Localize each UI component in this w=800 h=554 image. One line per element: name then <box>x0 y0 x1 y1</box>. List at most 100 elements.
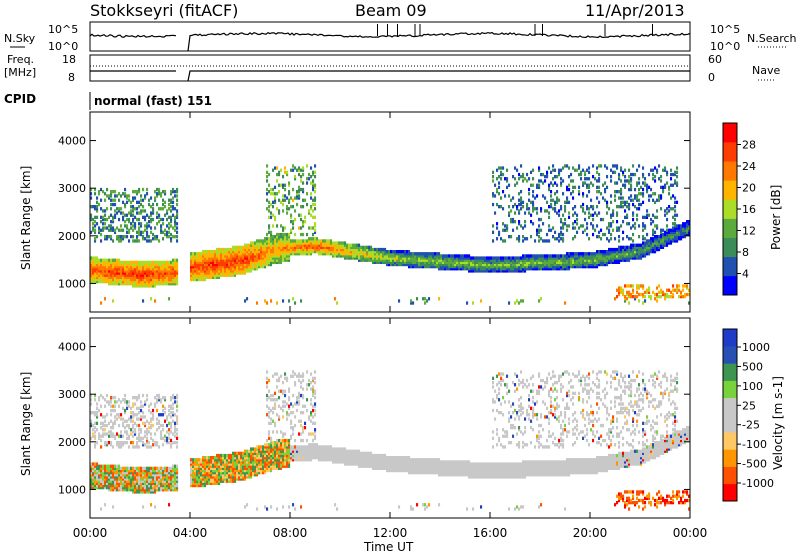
velocity-cell <box>154 404 157 408</box>
power-cell <box>472 265 475 269</box>
power-cell <box>536 194 539 198</box>
power-cell <box>562 258 565 262</box>
power-cell <box>676 288 679 292</box>
power-cell <box>106 265 109 269</box>
power-cell <box>120 267 123 271</box>
power-cell <box>230 250 233 254</box>
power-cell <box>478 269 481 273</box>
power-cell <box>174 190 177 194</box>
power-cell <box>506 262 509 267</box>
power-cell <box>380 252 383 256</box>
power-cell <box>166 267 169 271</box>
velocity-cell <box>142 443 145 447</box>
power-cell <box>670 207 673 211</box>
power-cell <box>646 183 649 187</box>
power-cell <box>648 213 651 217</box>
velocity-cell <box>140 400 143 404</box>
power-cell <box>278 258 281 262</box>
power-cell <box>656 209 659 213</box>
power-cell <box>474 269 477 273</box>
power-cell <box>642 250 645 254</box>
power-cell <box>174 282 177 286</box>
power-cell <box>566 224 569 228</box>
power-cell <box>194 254 197 258</box>
power-cell <box>680 295 683 299</box>
power-cell <box>96 271 99 275</box>
power-cell <box>314 170 317 174</box>
power-cell <box>646 213 649 217</box>
power-cell <box>572 254 575 258</box>
velocity-cell <box>174 466 177 470</box>
power-cell <box>192 269 195 273</box>
velocity-cell <box>110 413 113 417</box>
power-cell <box>112 260 115 264</box>
power-cell <box>254 250 257 254</box>
power-cell <box>272 235 275 239</box>
power-cell <box>250 269 253 273</box>
power-cell <box>444 258 447 262</box>
power-cell <box>688 226 691 230</box>
velocity-cell <box>164 488 167 492</box>
power-cell <box>528 207 531 211</box>
velocity-cell <box>170 486 173 490</box>
velocity-cell <box>100 393 103 398</box>
power-cell <box>154 235 157 239</box>
velocity-cell <box>158 481 161 485</box>
power-cell <box>210 269 213 273</box>
velocity-cell <box>104 441 107 445</box>
power-cell <box>626 254 629 258</box>
power-cell <box>296 202 299 207</box>
power-cell <box>472 262 475 267</box>
velocity-cell <box>106 466 109 470</box>
power-cell <box>338 254 341 258</box>
power-cell <box>302 232 305 237</box>
velocity-cell <box>118 443 121 447</box>
power-cell <box>620 245 623 249</box>
power-cell <box>380 260 383 264</box>
power-cell <box>424 256 427 260</box>
power-cell <box>442 258 445 262</box>
power-cell <box>286 245 289 249</box>
velocity-cell <box>110 432 113 436</box>
power-cell <box>226 258 229 262</box>
power-cell <box>442 256 445 260</box>
power-cell <box>656 286 659 290</box>
velocity-cell <box>96 477 99 481</box>
power-cell <box>112 277 115 282</box>
power-cell <box>268 258 271 262</box>
power-cell <box>208 273 211 277</box>
power-cell <box>500 262 503 267</box>
power-cell <box>632 288 635 292</box>
power-cell <box>96 280 99 284</box>
power-cell <box>588 260 591 264</box>
power-cell <box>96 275 99 279</box>
power-cell <box>284 235 287 239</box>
power-cell <box>338 252 341 256</box>
power-cell <box>252 247 255 252</box>
power-cell <box>634 254 637 258</box>
velocity-cell <box>102 477 105 481</box>
power-cell <box>108 224 111 228</box>
power-cell <box>194 265 197 269</box>
power-cell <box>614 297 617 301</box>
power-cell <box>674 172 677 177</box>
power-cell <box>240 267 243 271</box>
power-cell <box>282 237 285 241</box>
power-cell <box>426 258 429 262</box>
power-cell <box>650 239 653 243</box>
power-cell <box>270 262 273 267</box>
power-cell <box>556 196 559 200</box>
power-cell <box>594 252 597 256</box>
power-cell <box>672 284 675 288</box>
velocity-cell <box>118 481 121 485</box>
power-cell <box>564 262 567 267</box>
power-cell <box>572 237 575 241</box>
power-cell <box>322 250 325 254</box>
power-cell <box>674 232 677 237</box>
power-cell <box>312 247 315 252</box>
power-cell <box>382 254 385 258</box>
power-cell <box>406 250 409 254</box>
power-cell <box>118 265 121 269</box>
power-cell <box>164 265 167 269</box>
power-cell <box>302 181 305 185</box>
